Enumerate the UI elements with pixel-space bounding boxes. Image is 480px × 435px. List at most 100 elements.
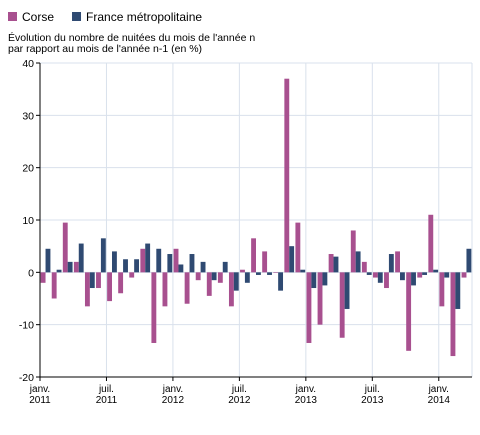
bar-corse-22 [284, 78, 290, 273]
bar-corse-26 [328, 254, 334, 273]
x-tick-label-year: 2013 [295, 395, 318, 406]
bar-france-10 [156, 248, 162, 273]
bar-corse-11 [162, 272, 168, 307]
bar-corse-20 [262, 251, 268, 273]
y-axis-label-line-0: Évolution du nombre de nuitées du mois d… [8, 31, 255, 44]
bars [40, 78, 472, 357]
bar-france-5 [100, 238, 106, 273]
bar-corse-34 [417, 272, 423, 278]
x-tick-label-year: 2011 [29, 395, 51, 406]
legend-label-1: France métropolitaine [86, 10, 202, 24]
bar-corse-4 [84, 272, 90, 307]
bar-france-15 [211, 272, 217, 281]
x-tick-label-month: janv. [295, 384, 316, 395]
x-tick-label-month: juil. [231, 384, 247, 395]
y-tick-label: 10 [22, 215, 34, 227]
x-tick-label-month: juil. [364, 384, 380, 395]
bar-france-0 [45, 248, 51, 273]
x-tick-label-month: janv. [162, 384, 183, 395]
bar-france-2 [67, 261, 73, 273]
bar-corse-6 [107, 272, 112, 302]
bar-corse-29 [361, 261, 367, 273]
bar-corse-3 [73, 261, 79, 273]
bar-france-30 [377, 272, 383, 283]
bar-corse-13 [184, 272, 190, 304]
bar-corse-36 [439, 272, 445, 307]
x-tick-label-month: janv. [428, 384, 449, 395]
legend-swatch-1 [72, 12, 82, 21]
legend-label-0: Corse [22, 10, 54, 24]
bar-corse-25 [317, 272, 323, 325]
bar-corse-14 [195, 272, 201, 281]
bar-corse-12 [173, 248, 179, 273]
bar-france-20 [267, 272, 272, 275]
y-tick-labels: -20 -10 0 10 20 30 40 [19, 58, 40, 384]
bar-france-26 [333, 256, 339, 273]
bar-corse-27 [339, 272, 345, 338]
bar-corse-33 [406, 272, 412, 351]
bar-france-36 [444, 272, 450, 278]
x-tick-label-year: 2012 [228, 395, 251, 406]
bar-corse-38 [461, 272, 467, 278]
y-tick-label: -20 [19, 372, 34, 384]
y-tick-label: 0 [28, 267, 34, 279]
y-axis-label-line-1: par rapport au mois de l'année n-1 (en %… [8, 43, 202, 55]
bar-corse-24 [306, 272, 312, 343]
bar-france-34 [422, 272, 428, 275]
bar-corse-0 [40, 272, 46, 283]
bar-france-35 [433, 269, 439, 273]
bar-corse-9 [140, 248, 146, 273]
bar-france-7 [123, 259, 128, 273]
x-tick-labels: janv.2011juil.2011janv.2012juil.2012janv… [29, 377, 451, 406]
y-tick-label: 40 [22, 58, 34, 70]
bar-corse-28 [350, 230, 356, 273]
bar-france-22 [289, 246, 295, 273]
bar-france-21 [278, 272, 284, 291]
bar-corse-30 [372, 272, 378, 278]
bar-corse-1 [51, 272, 57, 299]
bar-france-13 [189, 254, 195, 273]
bar-france-14 [200, 261, 206, 273]
bar-corse-31 [384, 272, 389, 289]
y-tick-label: -10 [19, 320, 34, 332]
bar-corse-18 [240, 269, 245, 273]
bar-france-18 [244, 272, 250, 283]
bar-france-11 [167, 254, 173, 273]
bar-france-27 [344, 272, 350, 309]
x-tick-label-year: 2014 [428, 395, 451, 406]
bar-france-32 [400, 272, 405, 281]
bar-corse-2 [62, 222, 68, 273]
bar-france-3 [78, 243, 84, 273]
bar-france-8 [134, 259, 140, 273]
x-tick-label-year: 2013 [361, 395, 384, 406]
bar-france-9 [145, 243, 151, 273]
bar-corse-23 [295, 222, 301, 273]
bar-france-1 [56, 269, 62, 273]
bar-corse-17 [228, 272, 234, 307]
bar-france-4 [89, 272, 95, 289]
bar-france-16 [222, 261, 228, 273]
legend-swatch-0 [8, 12, 17, 21]
bar-corse-37 [450, 272, 456, 357]
bar-france-38 [466, 248, 472, 273]
bar-france-19 [256, 272, 261, 275]
x-tick-label-month: janv. [29, 384, 50, 395]
bar-france-24 [311, 272, 317, 289]
legend: Corse France métropolitaine [8, 10, 202, 24]
bar-corse-19 [251, 238, 256, 273]
bar-corse-15 [206, 272, 212, 296]
bar-corse-35 [428, 214, 434, 273]
bar-france-33 [411, 272, 416, 286]
y-tick-label: 30 [22, 110, 34, 122]
bar-france-25 [322, 272, 328, 286]
bar-france-31 [388, 254, 394, 273]
bar-france-6 [112, 251, 117, 273]
bar-corse-5 [96, 272, 101, 289]
x-tick-label-year: 2012 [162, 395, 185, 406]
bar-france-37 [455, 272, 461, 309]
bar-france-17 [233, 272, 239, 291]
bar-corse-7 [118, 272, 124, 294]
bar-corse-32 [395, 251, 400, 273]
